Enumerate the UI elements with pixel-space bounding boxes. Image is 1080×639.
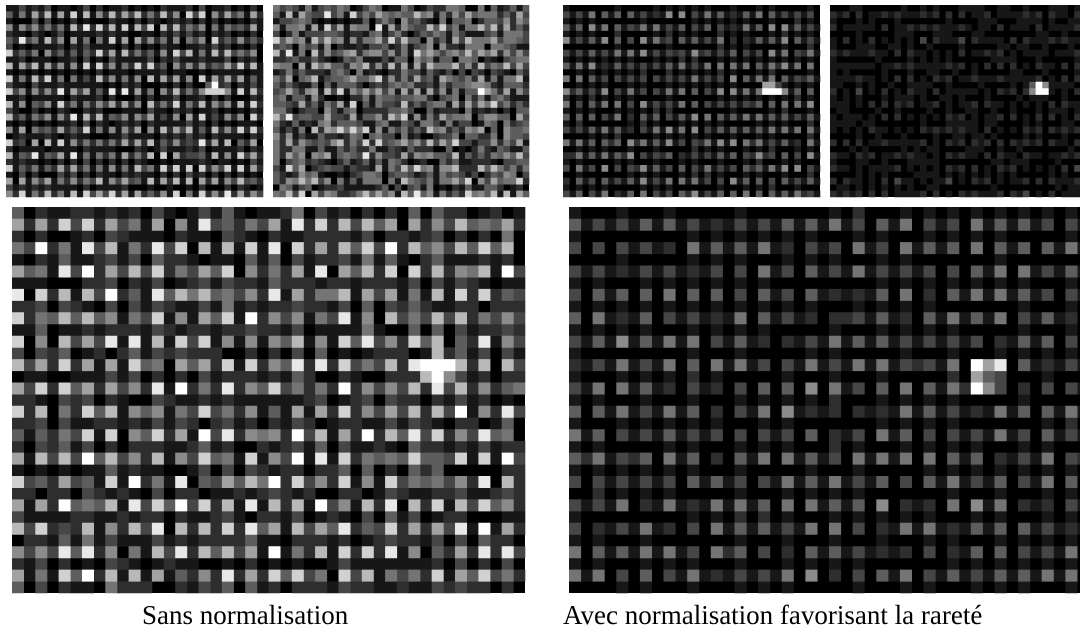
pixel-level [6, 5, 264, 198]
pixel-level [211, 81, 219, 89]
pixel-level [569, 207, 1080, 594]
pixel-level [970, 359, 983, 395]
panel-left-large [12, 207, 526, 594]
pixel-level [762, 81, 776, 89]
pixel-level [569, 207, 1080, 582]
panel-right-small-1 [563, 5, 821, 198]
pixel-level [616, 335, 995, 582]
pixel-level [477, 88, 485, 95]
pixel-level [994, 359, 1007, 372]
pixel-level [35, 242, 514, 582]
pixel-level [830, 11, 1080, 198]
pixel-level [1029, 81, 1049, 95]
pixel-level [12, 207, 526, 594]
caption-right: Avec normalisation favorisant la rareté [563, 600, 983, 630]
pixel-level [18, 24, 232, 198]
pixel-level [1035, 81, 1049, 95]
pixel-level [762, 88, 782, 95]
pixel-level [1029, 81, 1036, 89]
panel-left-small-1 [6, 5, 264, 198]
pixel-level [12, 207, 526, 594]
caption-left: Sans normalisation [142, 600, 349, 630]
panel-left-small-2 [273, 5, 530, 198]
panel-right-small-2 [830, 5, 1080, 198]
panel-right-large [569, 207, 1080, 594]
pixel-level [830, 5, 1080, 198]
